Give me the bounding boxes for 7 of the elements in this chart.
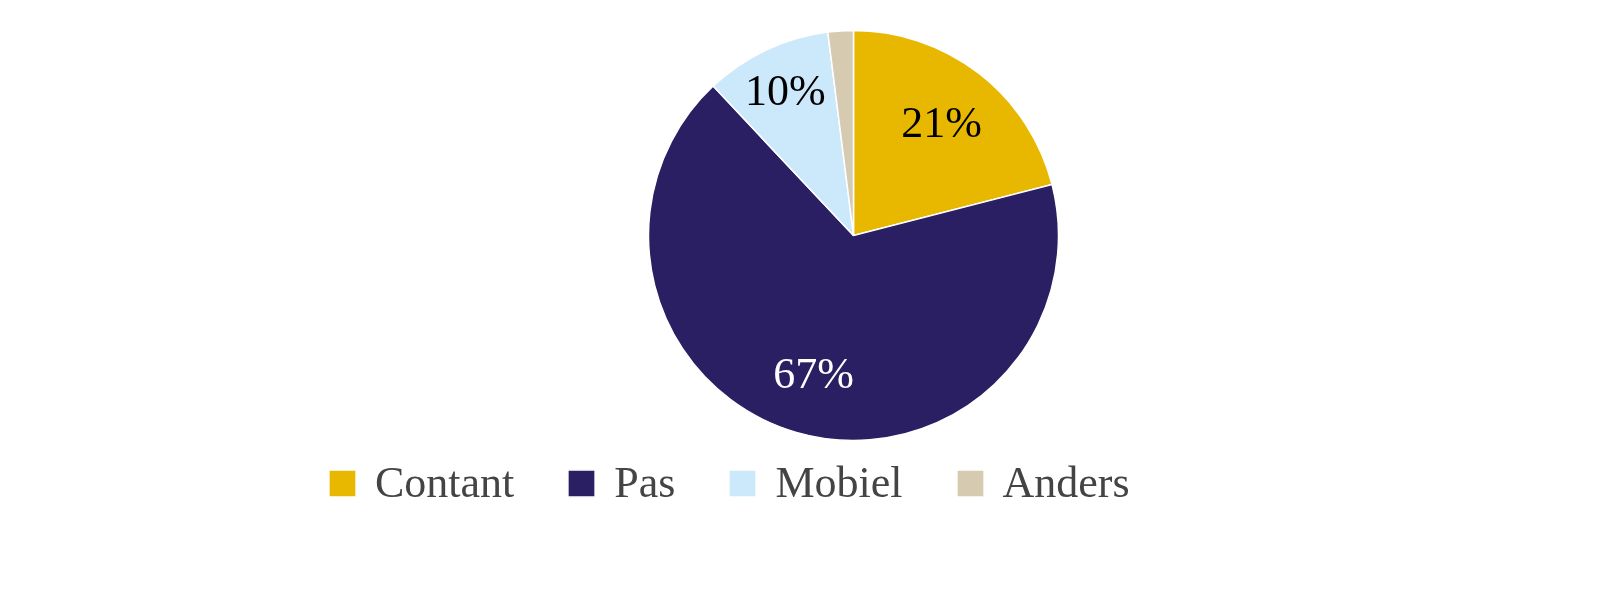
legend-label: Pas: [614, 457, 676, 508]
data-label: 10%: [745, 66, 826, 116]
legend-label: Mobiel: [775, 457, 903, 508]
legend-label: Contant: [375, 457, 515, 508]
data-label: 21%: [901, 97, 982, 147]
data-label: 67%: [773, 348, 854, 398]
legend-label: Anders: [1002, 457, 1130, 508]
